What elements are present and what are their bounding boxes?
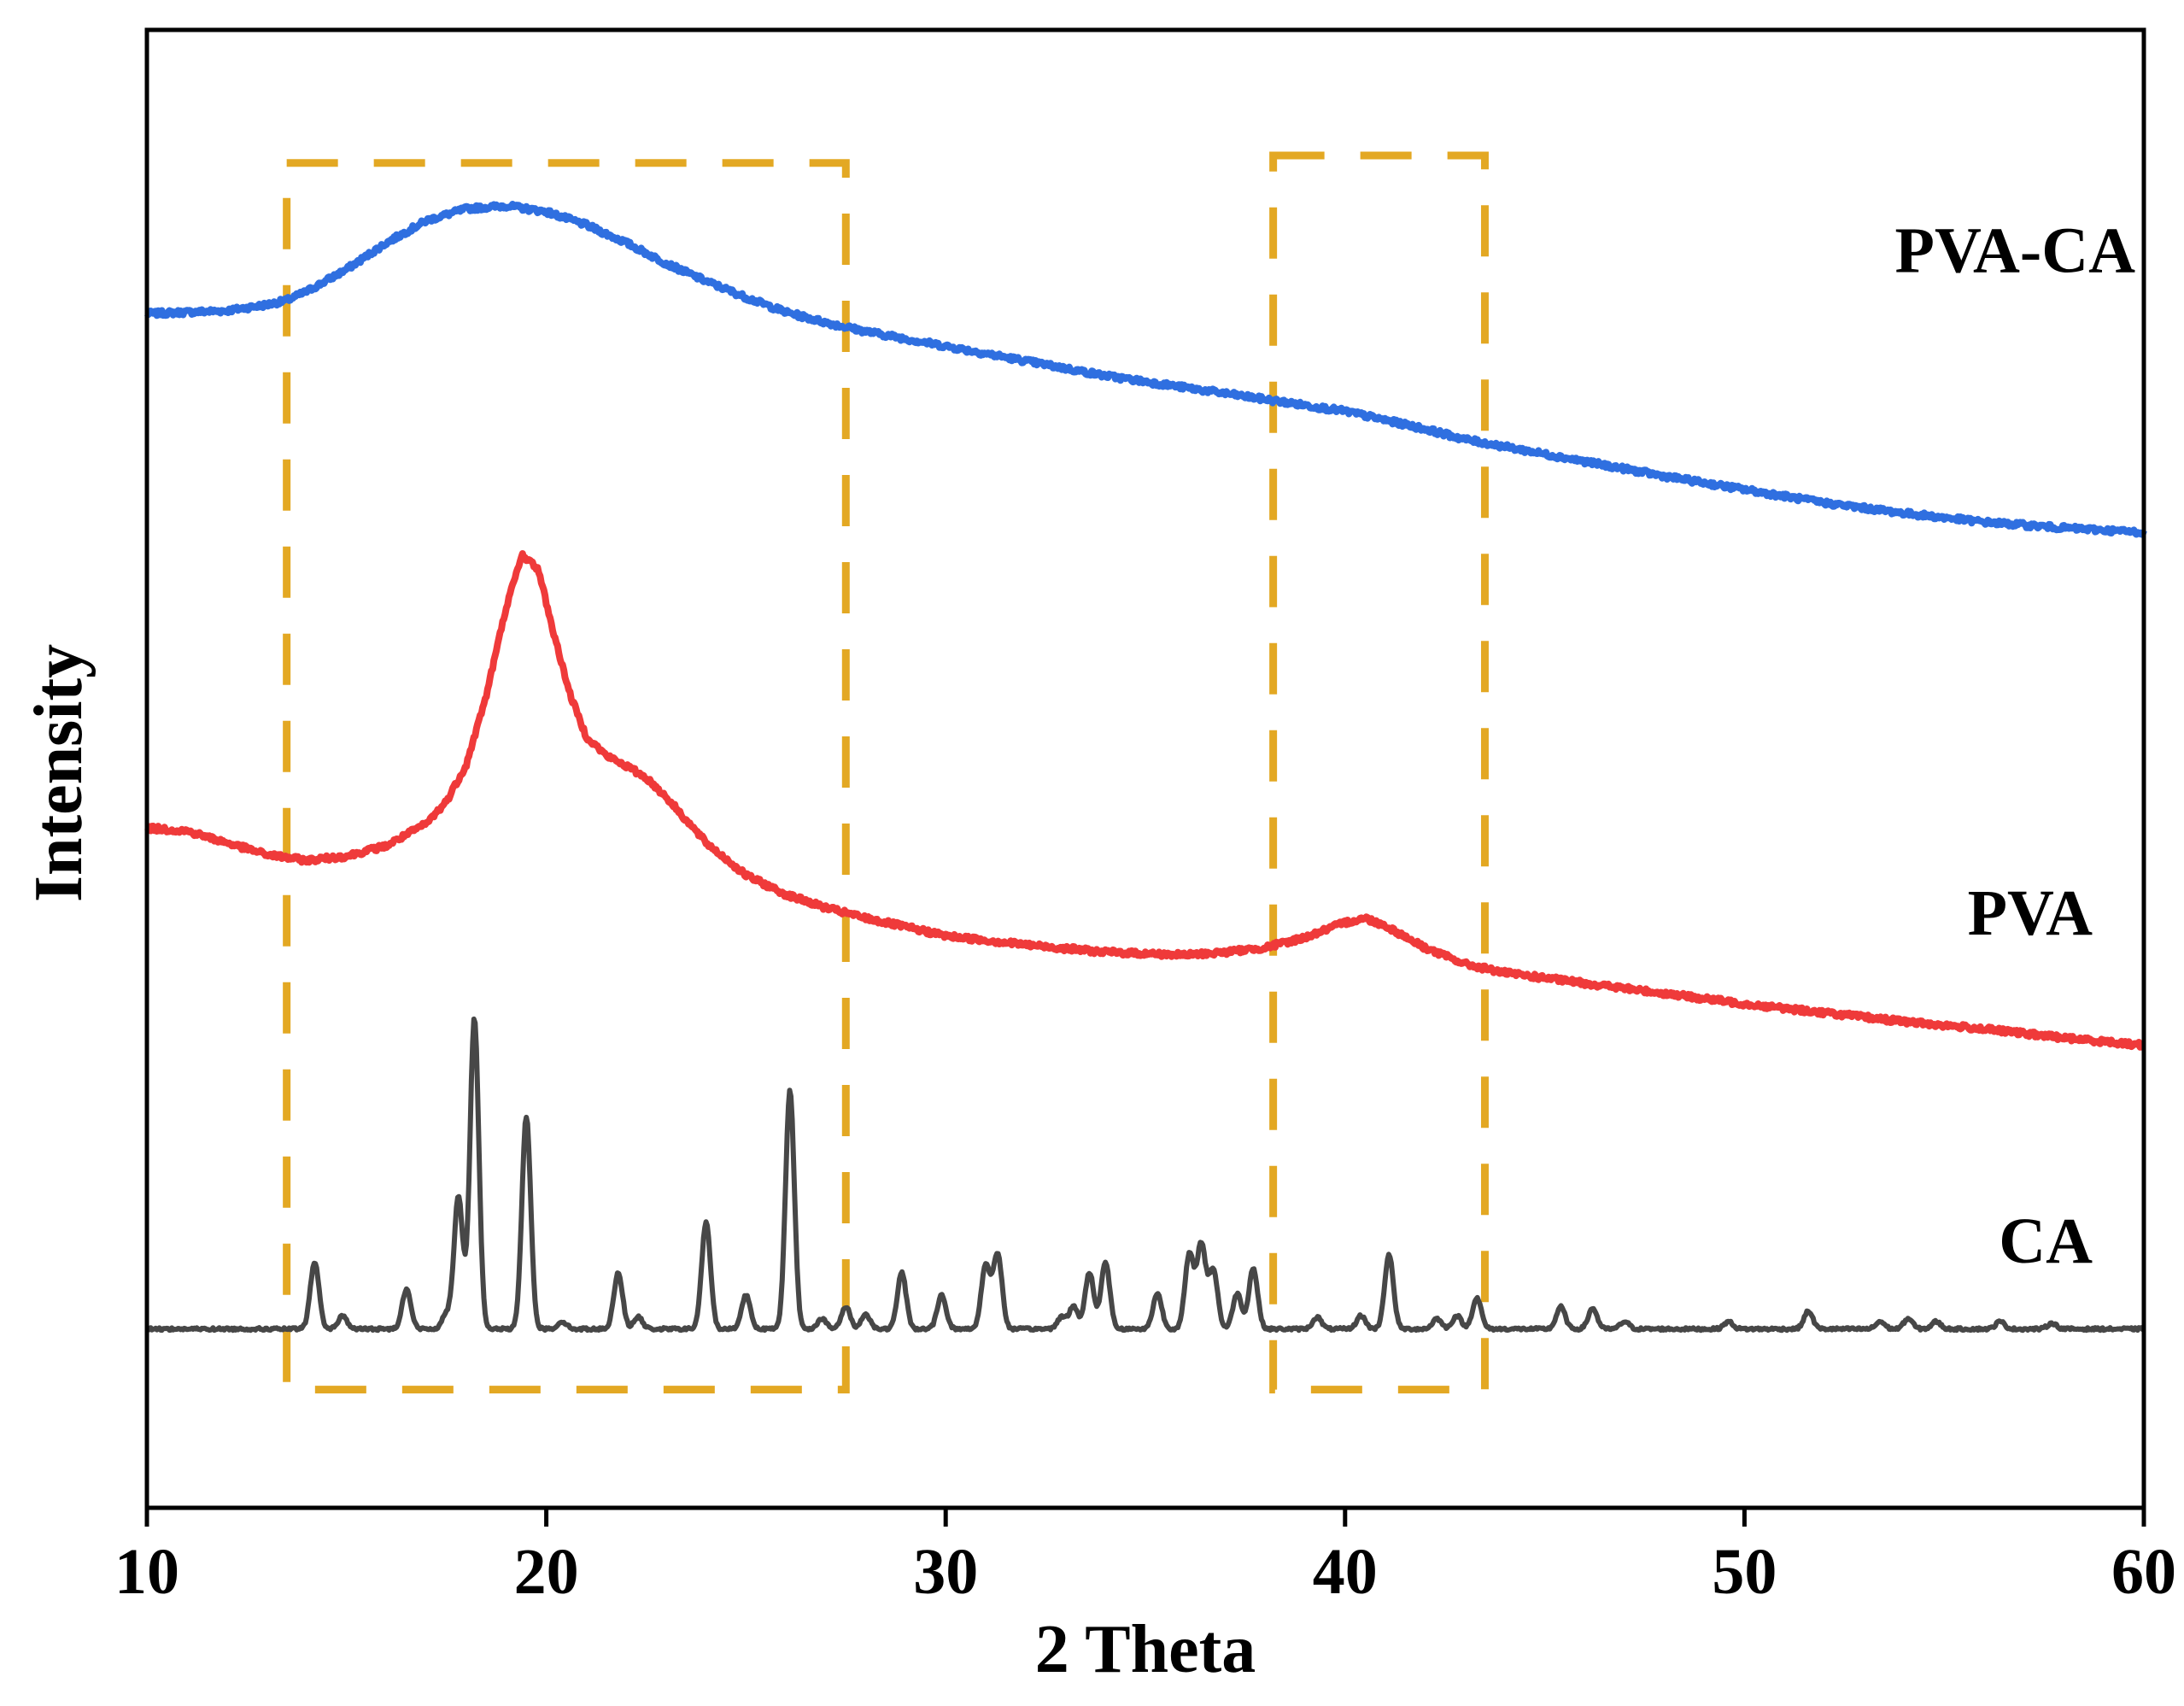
x-tick-label: 30 [913,1536,978,1608]
x-tick-label: 10 [114,1536,179,1608]
y-axis-title: Intensity [21,644,97,902]
x-axis-title: 2 Theta [1035,1612,1256,1687]
series-labels: PVA-CA PVA CA [1895,215,2136,1277]
annotation-boxes [283,151,1489,1394]
series-lines [144,201,2147,1334]
x-tick-label: 50 [1712,1536,1777,1608]
x-tick-label: 40 [1313,1536,1378,1608]
x-tick-label: 20 [514,1536,579,1608]
x-axis-ticks: 10 20 30 40 50 60 [114,1508,2176,1608]
series-label-ca: CA [1999,1205,2093,1277]
x-tick-label: 60 [2111,1536,2176,1608]
series-line-pva-ca [144,201,2147,538]
plot-frame [144,27,2146,1510]
series-line-pva [144,550,2146,1051]
series-line-ca [145,1016,2146,1334]
dashed-highlight-box [1269,151,1489,1394]
dashed-highlight-box [283,159,850,1394]
series-label-pva-ca: PVA-CA [1895,215,2136,287]
series-label-pva: PVA [1968,877,2093,949]
